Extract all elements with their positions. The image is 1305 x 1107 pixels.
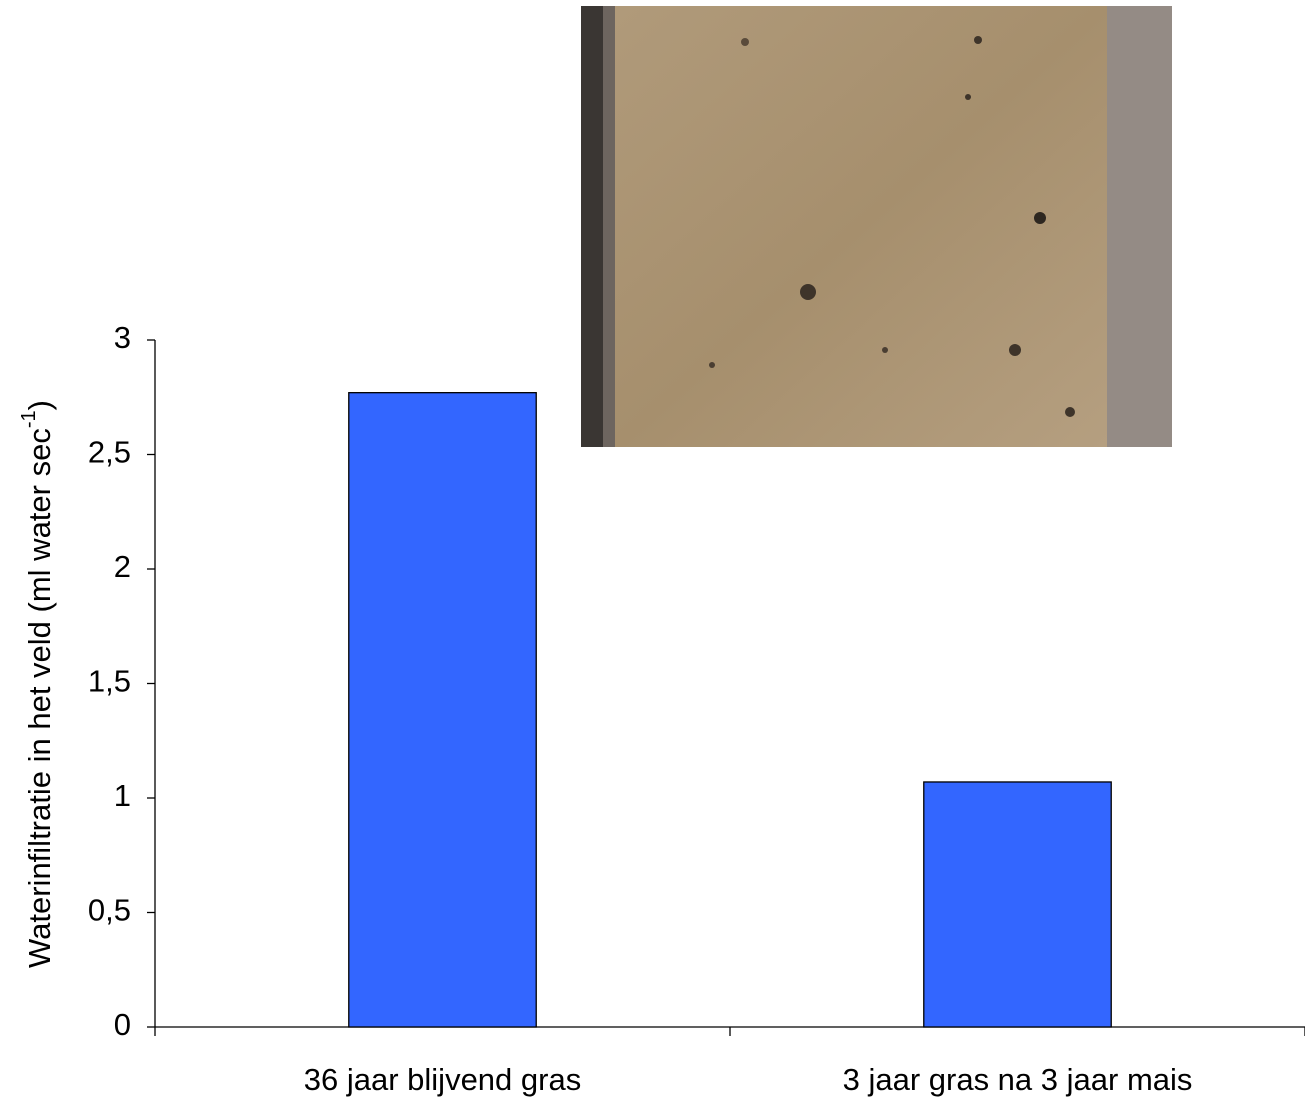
- y-label-superscript: -1: [18, 410, 40, 428]
- y-tick-label: 3: [114, 320, 131, 355]
- y-tick-label: 0,5: [88, 893, 131, 928]
- photo: [581, 6, 1172, 447]
- y-tick-label: 2: [114, 549, 131, 584]
- y-tick-label: 0: [114, 1007, 131, 1042]
- y-tick-label: 2,5: [88, 435, 131, 470]
- x-tick-label: 3 jaar gras na 3 jaar mais: [843, 1062, 1193, 1097]
- y-label-end: ): [22, 400, 57, 410]
- y-axis-label: Waterinfiltratie in het veld (ml water s…: [18, 400, 57, 968]
- bar: [923, 781, 1112, 1028]
- bar: [348, 392, 537, 1028]
- x-tick-label: 36 jaar blijvend gras: [304, 1062, 581, 1097]
- y-label-text: Waterinfiltratie in het veld (ml water s…: [22, 428, 57, 968]
- y-tick-label: 1: [114, 778, 131, 813]
- y-tick-label: 1,5: [88, 664, 131, 699]
